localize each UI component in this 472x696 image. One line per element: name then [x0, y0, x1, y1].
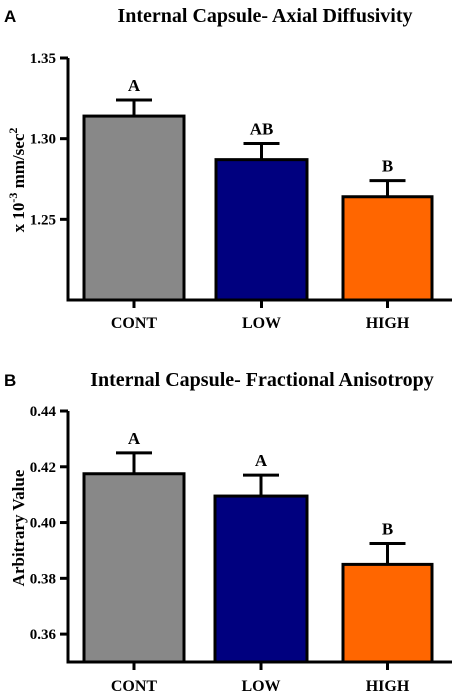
plot-area-a: 1.25 1.30 1.35 A CONT AB LOW B HIGH: [30, 51, 452, 332]
y-tick-label: 0.42: [30, 460, 56, 476]
bar-high: [341, 562, 434, 664]
y-axis-label-prefix: x 10: [9, 203, 28, 233]
panel-letter-a: A: [4, 7, 16, 26]
panel-a: A Internal Capsule- Axial Diffusivity x …: [4, 5, 452, 332]
significance-label: B: [382, 519, 393, 538]
y-axis-label-b: Arbitrary Value: [9, 469, 28, 586]
category-label: CONT: [111, 678, 158, 695]
panel-letter-b: B: [4, 371, 16, 390]
bar-cont: [82, 472, 186, 664]
y-tick-label: 1.35: [30, 51, 56, 67]
category-label: LOW: [242, 315, 281, 332]
y-axis-label-exponent: -3: [6, 193, 20, 203]
chart-title-a: Internal Capsule- Axial Diffusivity: [117, 5, 412, 27]
y-tick-label: 0.40: [30, 516, 56, 532]
significance-label: AB: [250, 120, 274, 139]
y-tick-label: 0.44: [30, 404, 57, 420]
bar-low: [214, 158, 309, 302]
y-tick-label: 0.36: [30, 627, 57, 643]
y-axis-label-unit: mm/sec: [9, 133, 28, 192]
category-label: LOW: [241, 678, 280, 695]
bar-low: [213, 494, 309, 664]
y-tick-label: 0.38: [30, 571, 56, 587]
significance-label: A: [255, 451, 268, 470]
bar-cont: [82, 114, 186, 302]
significance-label: A: [128, 76, 141, 95]
category-label: HIGH: [366, 678, 410, 695]
category-label: CONT: [111, 315, 158, 332]
chart-title-b: Internal Capsule- Fractional Anisotropy: [90, 369, 434, 391]
significance-label: B: [382, 157, 393, 176]
y-tick-label: 1.25: [30, 212, 56, 228]
y-axis-label-a: x 10-3 mm/sec2: [6, 128, 28, 233]
bar-high: [341, 195, 434, 302]
plot-area-b: 0.36 0.38 0.40 0.42 0.44 A CONT A LOW B HIGH: [30, 404, 452, 695]
y-axis-label-unit-exponent: 2: [6, 128, 20, 134]
category-label: HIGH: [366, 315, 410, 332]
y-tick-label: 1.30: [30, 132, 56, 148]
significance-label: A: [128, 429, 141, 448]
panel-b: B Internal Capsule- Fractional Anisotrop…: [4, 369, 452, 695]
